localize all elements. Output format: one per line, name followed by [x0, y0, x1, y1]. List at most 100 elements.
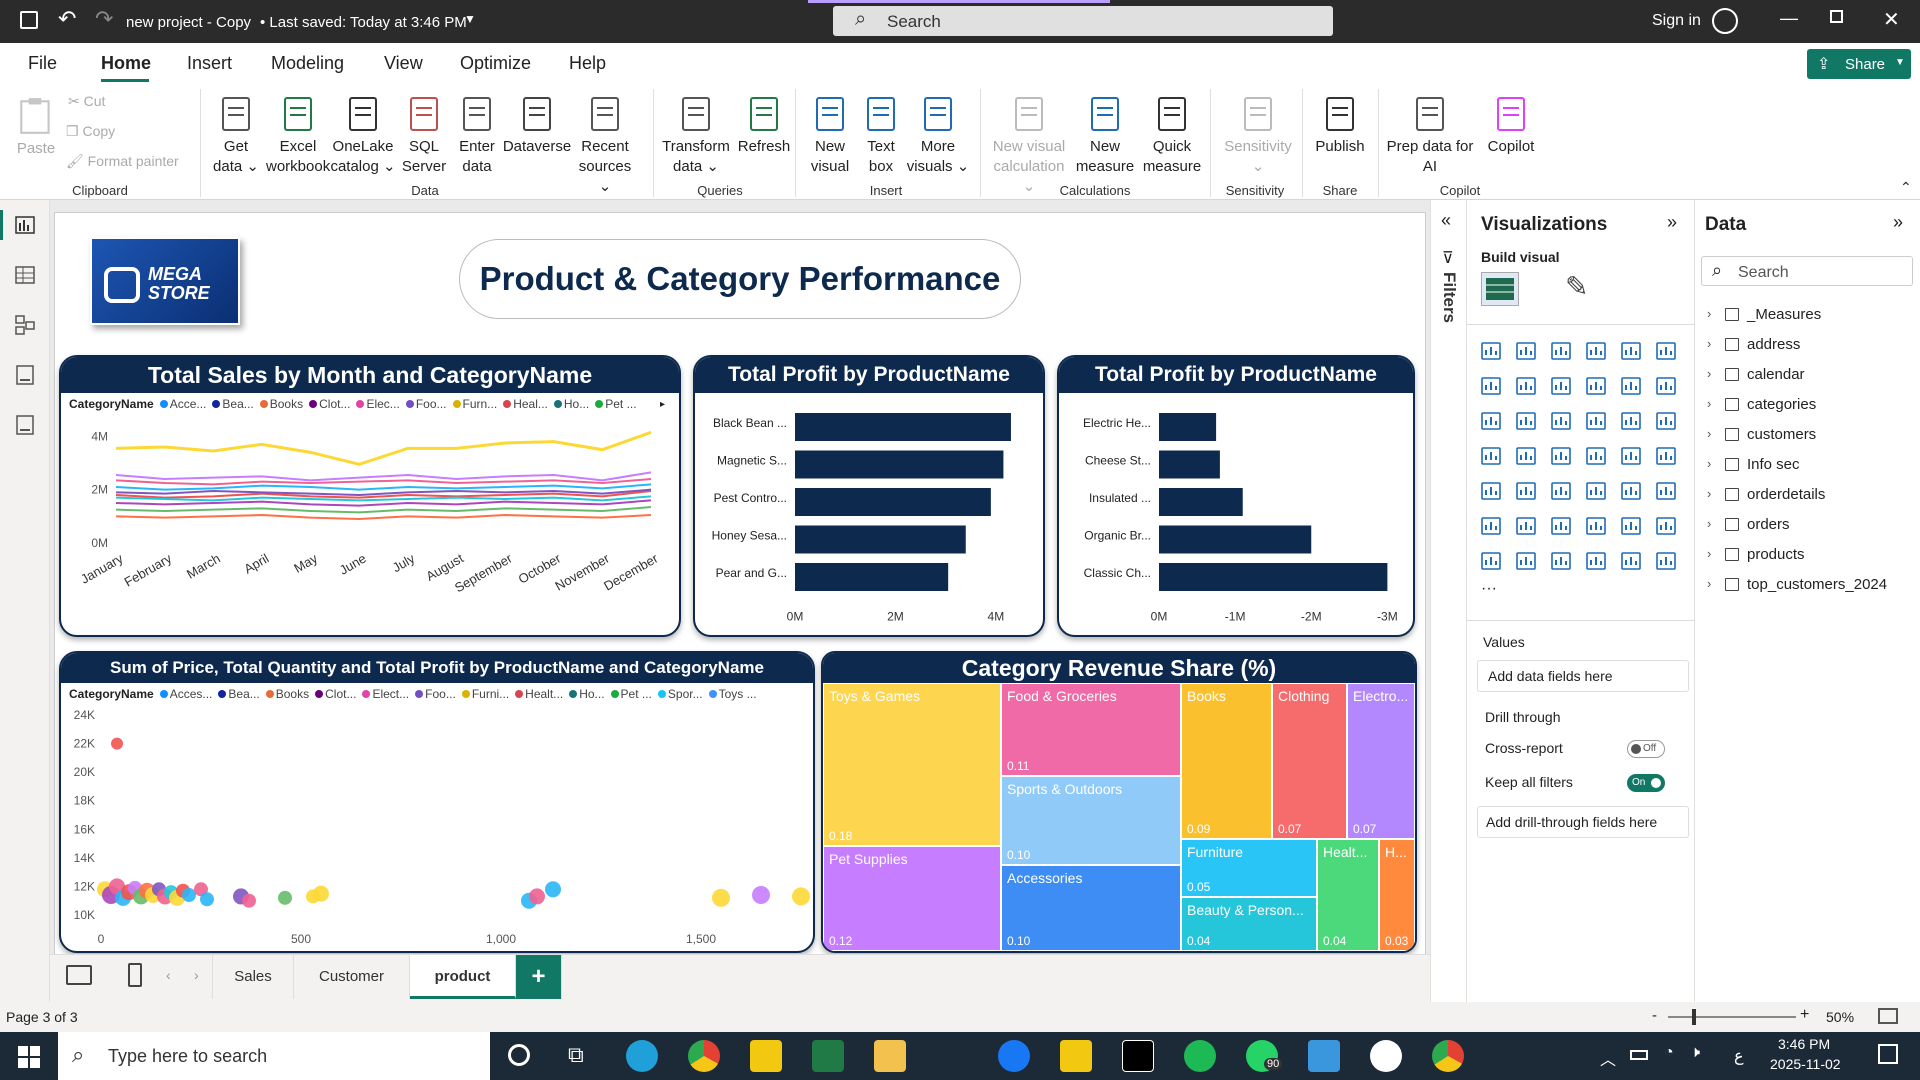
azure-map-visual-icon[interactable]: [1654, 445, 1678, 467]
treemap-tile[interactable]: Sports & Outdoors 0.10: [1001, 776, 1181, 865]
line-series[interactable]: [115, 495, 652, 502]
tab-product[interactable]: product: [410, 955, 516, 999]
ribbon-button-enter[interactable]: Enter data: [452, 93, 502, 177]
ribbon-button-sensitivity[interactable]: Sensitivity ⌄: [1218, 93, 1298, 177]
close-icon[interactable]: ✕: [1883, 9, 1900, 31]
chevron-right-icon[interactable]: ›: [1707, 516, 1712, 531]
line-chart-card[interactable]: Total Sales by Month and CategoryName Ca…: [59, 355, 681, 637]
chevron-right-icon[interactable]: ›: [1707, 486, 1712, 501]
bar[interactable]: [1159, 563, 1388, 591]
chevron-right-icon[interactable]: ›: [1707, 546, 1712, 561]
legend-item[interactable]: Furni...: [456, 687, 509, 701]
model-view-icon[interactable]: [14, 314, 36, 336]
scatter-point[interactable]: [545, 881, 561, 898]
minimize-icon[interactable]: —: [1780, 8, 1798, 28]
menu-file[interactable]: File: [28, 53, 58, 73]
column-visual-icon[interactable]: [1514, 340, 1538, 362]
chevron-visual-icon[interactable]: [1654, 550, 1678, 572]
ribbon-button-more[interactable]: More visuals ⌄: [906, 93, 970, 177]
trophy-visual-icon[interactable]: [1654, 515, 1678, 537]
profit-top-products-card[interactable]: Total Profit by ProductName Black Bean .…: [693, 355, 1045, 637]
line-series[interactable]: [115, 478, 652, 486]
legend-item[interactable]: Elec...: [350, 397, 400, 411]
ribbon-button-excel[interactable]: Excel workbook: [266, 93, 330, 177]
treemap-tile[interactable]: Clothing 0.07: [1272, 683, 1347, 839]
excel-icon[interactable]: [812, 1040, 844, 1072]
ribbon-button-onelake[interactable]: OneLake catalog ⌄: [330, 93, 396, 177]
line-series[interactable]: [115, 483, 652, 491]
filled-map-visual-icon[interactable]: [1584, 445, 1608, 467]
combo-visual-icon[interactable]: [1514, 410, 1538, 432]
profit-bottom-products-card[interactable]: Total Profit by ProductName Electric He.…: [1057, 355, 1415, 637]
account-icon[interactable]: [1712, 8, 1738, 34]
menu-optimize[interactable]: Optimize: [460, 53, 532, 73]
add-page-button[interactable]: +: [516, 955, 562, 999]
zoom-level[interactable]: 50%: [1826, 1009, 1855, 1025]
legend-item[interactable]: Heal...: [497, 397, 548, 411]
maximize-icon[interactable]: [1830, 10, 1843, 23]
diamond-visual-icon[interactable]: [1619, 550, 1643, 572]
volume-icon[interactable]: 🕨: [1690, 1044, 1701, 1061]
next-page-icon[interactable]: ›: [194, 967, 199, 983]
map-visual-icon[interactable]: [1549, 445, 1573, 467]
tmdl-view-icon[interactable]: [14, 414, 36, 436]
battery-icon[interactable]: [1630, 1050, 1648, 1060]
keep-filters-toggle[interactable]: On: [1627, 774, 1665, 792]
legend-item[interactable]: Ho...: [563, 687, 605, 701]
chrome-icon[interactable]: [688, 1040, 720, 1072]
donut-visual-icon[interactable]: [1654, 410, 1678, 432]
cross-report-toggle[interactable]: Off: [1627, 740, 1665, 758]
waterfall-visual-icon[interactable]: [1619, 375, 1643, 397]
decomposition-visual-icon[interactable]: [1514, 515, 1538, 537]
treemap-tile[interactable]: H... 0.03: [1379, 839, 1415, 951]
legend-item[interactable]: Books: [254, 397, 303, 411]
ribbon-button-refresh[interactable]: Refresh: [732, 93, 796, 157]
chevron-right-icon[interactable]: ›: [1707, 576, 1712, 591]
data-table-item[interactable]: › _Measures: [1707, 304, 1913, 328]
wifi-icon[interactable]: ◔: [1664, 1044, 1674, 1061]
data-table-item[interactable]: › address: [1707, 334, 1913, 358]
shape-map-visual-icon[interactable]: [1619, 445, 1643, 467]
chrome-icon-2[interactable]: [1432, 1040, 1464, 1072]
collapse-data-icon[interactable]: »: [1893, 212, 1904, 232]
tab-sales[interactable]: Sales: [212, 955, 294, 999]
ribbon-button-text[interactable]: Text box: [856, 93, 906, 177]
table-view-icon[interactable]: [14, 264, 36, 286]
bar[interactable]: [795, 413, 1011, 441]
dax-query-icon[interactable]: [14, 364, 36, 386]
chevron-right-icon[interactable]: ›: [1707, 396, 1712, 411]
collapse-ribbon-icon[interactable]: ⌃: [1900, 179, 1912, 195]
menu-view[interactable]: View: [384, 53, 423, 73]
legend-item[interactable]: Furn...: [447, 397, 497, 411]
scatter-visual-icon[interactable]: [1584, 410, 1608, 432]
zoom-out-button[interactable]: -: [1652, 1007, 1657, 1024]
r-script-visual-icon[interactable]: [1654, 480, 1678, 502]
title-dropdown-icon[interactable]: ▼: [464, 12, 476, 26]
bar[interactable]: [1159, 450, 1220, 479]
data-search-input[interactable]: ⌕ Search: [1701, 256, 1913, 286]
prev-page-icon[interactable]: ‹: [166, 967, 171, 983]
line-series[interactable]: [115, 488, 652, 497]
line-column-visual-icon[interactable]: [1479, 410, 1503, 432]
ribbon-button-copilot[interactable]: Copilot: [1476, 93, 1546, 157]
stacked-bar-visual-icon[interactable]: [1619, 340, 1643, 362]
bar[interactable]: [795, 563, 949, 591]
line-series[interactable]: [115, 471, 652, 482]
data-table-item[interactable]: › products: [1707, 544, 1913, 568]
legend-item[interactable]: Bea...: [206, 397, 254, 411]
treemap-tile[interactable]: Beauty & Person... 0.04: [1181, 897, 1317, 951]
bar[interactable]: [1159, 488, 1243, 516]
report-visual-icon[interactable]: [1479, 550, 1503, 572]
clustered-column-visual-icon[interactable]: [1584, 340, 1608, 362]
table-visual-icon[interactable]: [1514, 445, 1538, 467]
kpi-visual-icon[interactable]: [1549, 410, 1573, 432]
data-table-item[interactable]: › calendar: [1707, 364, 1913, 388]
legend-item[interactable]: Elect...: [356, 687, 409, 701]
clock-time[interactable]: 3:46 PM: [1778, 1036, 1831, 1052]
treemap-card[interactable]: Category Revenue Share (%) Toys & Games 0…: [821, 651, 1417, 953]
ribbon-button-quick[interactable]: Quick measure: [1138, 93, 1206, 177]
line-series[interactable]: [115, 506, 652, 514]
pie-visual-icon[interactable]: [1619, 410, 1643, 432]
treemap-tile[interactable]: Books 0.09: [1181, 683, 1272, 839]
tray-chevron-icon[interactable]: ︿: [1600, 1052, 1617, 1069]
